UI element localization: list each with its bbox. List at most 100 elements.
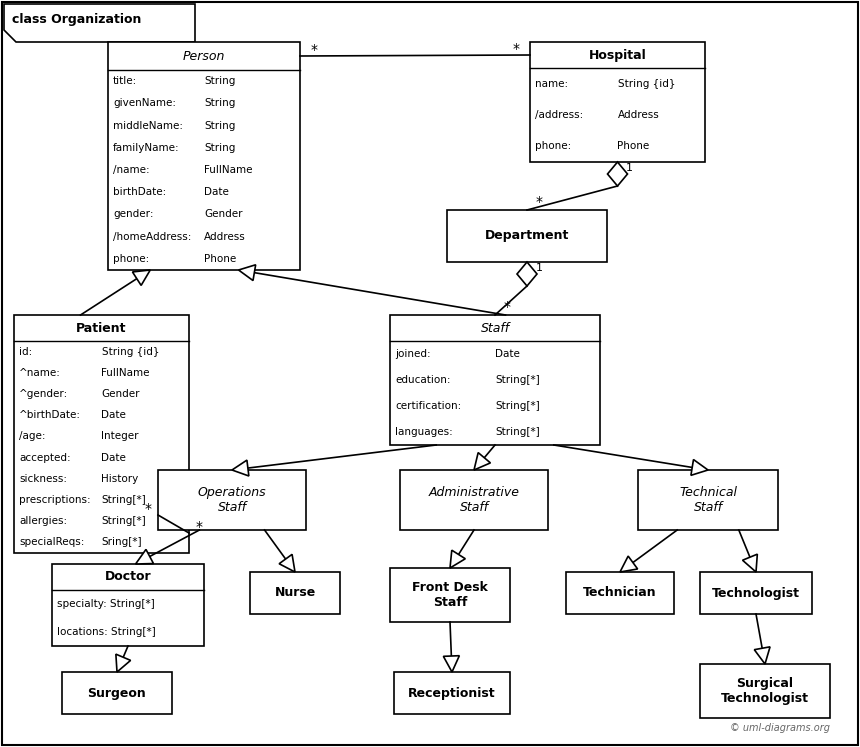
Text: accepted:: accepted: [19, 453, 71, 462]
Text: allergies:: allergies: [19, 516, 67, 526]
Text: /homeAddress:: /homeAddress: [113, 232, 192, 242]
Polygon shape [474, 453, 490, 470]
Text: Front Desk
Staff: Front Desk Staff [412, 581, 488, 609]
Text: phone:: phone: [535, 141, 571, 152]
Text: String {id}: String {id} [101, 347, 159, 356]
Text: Technician: Technician [583, 586, 657, 600]
Bar [390, 315, 600, 445]
Text: name:: name: [535, 78, 568, 89]
Bar [158, 470, 306, 530]
Text: *: * [536, 195, 543, 209]
Text: Phone: Phone [204, 254, 237, 264]
Text: Receptionist: Receptionist [408, 686, 496, 699]
Text: joined:: joined: [395, 349, 431, 359]
Text: Address: Address [204, 232, 246, 242]
Text: Surgeon: Surgeon [88, 686, 146, 699]
Text: languages:: languages: [395, 427, 452, 437]
Text: middleName:: middleName: [113, 120, 183, 131]
Text: *: * [144, 502, 151, 516]
Text: String[*]: String[*] [495, 375, 540, 385]
Text: *: * [503, 300, 511, 314]
Polygon shape [450, 551, 465, 568]
Text: Technologist: Technologist [712, 586, 800, 600]
Text: *: * [513, 42, 519, 56]
Text: Department: Department [485, 229, 569, 243]
Text: FullName: FullName [204, 165, 253, 175]
Polygon shape [620, 556, 637, 572]
Text: © uml-diagrams.org: © uml-diagrams.org [730, 723, 830, 733]
Polygon shape [607, 162, 628, 186]
Text: Hospital: Hospital [588, 49, 647, 61]
Bar [52, 564, 204, 646]
Text: prescriptions:: prescriptions: [19, 495, 90, 505]
Polygon shape [742, 554, 758, 572]
Text: Date: Date [101, 410, 126, 421]
Text: /name:: /name: [113, 165, 150, 175]
Text: Patient: Patient [77, 321, 126, 335]
Bar [394, 672, 510, 714]
Text: String: String [204, 76, 236, 86]
Polygon shape [238, 264, 255, 281]
Polygon shape [4, 4, 195, 42]
Text: String[*]: String[*] [101, 495, 146, 505]
Text: *: * [310, 43, 317, 57]
Text: ^gender:: ^gender: [19, 389, 68, 399]
Text: Date: Date [204, 187, 229, 197]
Text: String[*]: String[*] [101, 516, 146, 526]
Text: String[*]: String[*] [495, 427, 540, 437]
Polygon shape [444, 656, 459, 672]
Polygon shape [132, 270, 150, 285]
Text: sickness:: sickness: [19, 474, 67, 484]
Text: Sring[*]: Sring[*] [101, 537, 142, 548]
Bar [390, 568, 510, 622]
Text: education:: education: [395, 375, 451, 385]
Text: String[*]: String[*] [495, 401, 540, 411]
Text: Surgical
Technologist: Surgical Technologist [721, 677, 809, 705]
Text: Staff: Staff [481, 321, 510, 335]
Bar [566, 572, 674, 614]
Text: birthDate:: birthDate: [113, 187, 166, 197]
Polygon shape [232, 460, 249, 476]
Bar [62, 672, 172, 714]
Text: 1: 1 [626, 163, 633, 173]
Text: Gender: Gender [101, 389, 140, 399]
Text: class Organization: class Organization [12, 13, 141, 26]
Polygon shape [691, 459, 708, 475]
Text: ^name:: ^name: [19, 368, 61, 378]
Text: Administrative
Staff: Administrative Staff [428, 486, 519, 514]
Bar [700, 664, 830, 718]
Text: Phone: Phone [617, 141, 650, 152]
Bar [14, 315, 189, 553]
Text: History: History [101, 474, 138, 484]
Text: Nurse: Nurse [274, 586, 316, 600]
Text: /age:: /age: [19, 432, 46, 441]
Text: 1: 1 [536, 263, 543, 273]
Bar [400, 470, 548, 530]
Bar [530, 42, 705, 162]
Text: Doctor: Doctor [105, 571, 151, 583]
Text: Date: Date [101, 453, 126, 462]
Text: certification:: certification: [395, 401, 461, 411]
Polygon shape [517, 262, 537, 286]
Text: /address:: /address: [535, 110, 583, 120]
Text: specialty: String[*]: specialty: String[*] [57, 599, 155, 609]
Text: ^birthDate:: ^birthDate: [19, 410, 81, 421]
Polygon shape [116, 654, 131, 672]
Text: gender:: gender: [113, 209, 153, 220]
Text: specialReqs:: specialReqs: [19, 537, 84, 548]
Text: String: String [204, 120, 236, 131]
Text: locations: String[*]: locations: String[*] [57, 627, 156, 637]
Text: Date: Date [495, 349, 520, 359]
Text: Integer: Integer [101, 432, 139, 441]
Polygon shape [136, 549, 153, 564]
Polygon shape [280, 554, 295, 572]
Text: givenName:: givenName: [113, 99, 176, 108]
Bar [638, 470, 778, 530]
Bar [447, 210, 607, 262]
Text: String: String [204, 143, 236, 153]
Text: familyName:: familyName: [113, 143, 180, 153]
Text: Technical
Staff: Technical Staff [679, 486, 737, 514]
Text: id:: id: [19, 347, 33, 356]
Polygon shape [754, 647, 770, 664]
Text: String {id}: String {id} [617, 78, 675, 89]
